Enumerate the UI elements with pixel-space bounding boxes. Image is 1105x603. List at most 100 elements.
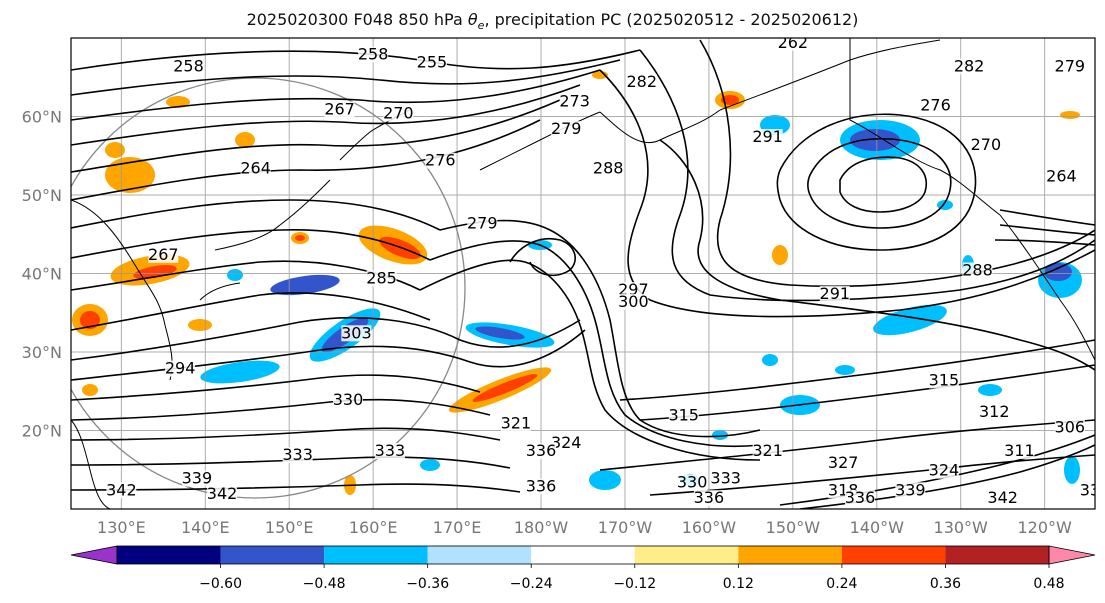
- contour-label-background: [626, 74, 657, 91]
- contour-label-background: [374, 443, 405, 460]
- contour-label-background: [752, 129, 783, 146]
- colorbar-outline: [116, 545, 1050, 565]
- contour-label: 311: [1004, 441, 1035, 460]
- contour-label: 288: [962, 261, 993, 280]
- colorbar-cell: [220, 546, 325, 564]
- contour-label: 291: [752, 127, 783, 146]
- contour-label-background: [928, 372, 959, 389]
- contour-label: 279: [551, 119, 582, 138]
- contour-label: 285: [366, 268, 397, 287]
- lat-tick-label: 30°N: [22, 343, 62, 362]
- colorbar-cell: [324, 546, 428, 564]
- contour-label: 342: [106, 480, 137, 499]
- contour-label: 336: [526, 441, 557, 460]
- contour-label-background: [559, 93, 590, 110]
- contour-label-background: [324, 101, 355, 118]
- lon-tick-label: 160°E: [349, 518, 398, 537]
- theta-e-contours: [71, 39, 1095, 509]
- contour-label: 258: [358, 45, 389, 64]
- contour-label: 264: [240, 158, 271, 177]
- contour-label-background: [752, 443, 783, 460]
- contour-label-background: [693, 490, 724, 507]
- contour-label: 321: [752, 441, 783, 460]
- colorbar-tick-label: −0.12: [613, 576, 656, 592]
- lon-tick-label: 170°E: [433, 518, 482, 537]
- contour-label: 342: [207, 484, 238, 503]
- contour-label-background: [777, 38, 808, 51]
- contour-label: 321: [501, 414, 532, 433]
- contour-label-background: [416, 54, 447, 71]
- colorbar-tick-labels: −0.60 −0.48 −0.36 −0.24 −0.12 0.12 0.24 0.36 0.4…: [199, 564, 1065, 592]
- colorbar-cell: [738, 546, 842, 564]
- contour-label-background: [207, 486, 238, 503]
- lon-tick-label: 130°E: [97, 518, 146, 537]
- contour-label: 270: [971, 135, 1002, 154]
- contour-label-background: [181, 470, 212, 487]
- colorbar-tick-label: −0.60: [199, 576, 242, 592]
- contour-label-background: [710, 470, 741, 487]
- contour-label: 333: [710, 469, 741, 488]
- contour-label-background: [526, 443, 557, 460]
- colorbar-cell: [531, 546, 635, 564]
- figure-title: 2025020300 F048 850 hPa θe, precipitatio…: [246, 10, 859, 33]
- contour-label: 336: [694, 488, 725, 507]
- contour-label-background: [173, 58, 204, 75]
- contour-label: 273: [559, 92, 590, 111]
- colorbar-cell: [634, 546, 739, 564]
- contour-label: 336: [526, 476, 557, 495]
- lat-tick-label: 50°N: [22, 186, 62, 205]
- colorbar-tick-label: 0.48: [1033, 576, 1064, 592]
- contour-label-background: [1004, 443, 1035, 460]
- contour-label: 330: [677, 472, 708, 491]
- lon-tick-label: 120°W: [1017, 518, 1072, 537]
- contour-label: 258: [173, 56, 204, 75]
- contour-label-background: [1054, 419, 1085, 436]
- colorbar-tick-label: 0.24: [826, 576, 857, 592]
- contour-label-background: [970, 136, 1001, 153]
- contour-label-background: [148, 246, 179, 263]
- contour-label-background: [425, 152, 456, 169]
- colorbar-cell: [841, 546, 946, 564]
- contour-label-background: [106, 482, 137, 499]
- lat-tick-label: 40°N: [22, 265, 62, 284]
- contour-label-background: [668, 407, 699, 424]
- contour-label: 294: [165, 359, 196, 378]
- contour-label: 315: [929, 370, 960, 389]
- contour-label: 336: [845, 488, 876, 507]
- contour-label: 300: [618, 292, 649, 311]
- contour-label: 282: [954, 56, 985, 75]
- contour-label-background: [551, 121, 582, 138]
- colorbar-tick-label: 0.36: [930, 576, 961, 592]
- lon-tick-label: 160°W: [682, 518, 737, 537]
- longitude-tick-labels: 130°E 140°E 150°E 160°E 170°E 180°W 170°W 160°W…: [97, 518, 1072, 537]
- colorbar-cell: [427, 546, 532, 564]
- contour-label: 262: [778, 33, 809, 52]
- contour-label-background: [1046, 168, 1077, 185]
- colorbar-tick-label: −0.48: [303, 576, 346, 592]
- contour-label: 270: [383, 104, 414, 123]
- contour-label: 291: [820, 284, 851, 303]
- contour-label-background: [366, 270, 397, 287]
- contour-label-background: [593, 160, 624, 177]
- lon-tick-label: 150°W: [766, 518, 821, 537]
- contour-label-background: [928, 462, 959, 479]
- contour-label: 339: [895, 480, 926, 499]
- contour-label-background: [895, 482, 926, 499]
- colorbar-cell: [117, 546, 221, 564]
- colorbar-tick-label: 0.12: [723, 576, 754, 592]
- lon-tick-label: 140°W: [850, 518, 905, 537]
- contour-label: 333: [375, 441, 406, 460]
- lat-tick-label: 60°N: [22, 108, 62, 127]
- contour-label-background: [467, 215, 498, 232]
- contour-label-background: [828, 454, 859, 471]
- contour-label-background: [341, 325, 372, 342]
- latitude-tick-labels: 60°N 50°N 40°N 30°N 20°N: [22, 108, 62, 441]
- lon-tick-label: 130°W: [934, 518, 989, 537]
- contour-label: 339: [182, 469, 213, 488]
- contour-label-background: [844, 490, 875, 507]
- contour-label: 324: [929, 461, 960, 480]
- contour-label: 288: [593, 158, 624, 177]
- contour-label-background: [551, 435, 582, 452]
- contour-label: 255: [417, 52, 448, 71]
